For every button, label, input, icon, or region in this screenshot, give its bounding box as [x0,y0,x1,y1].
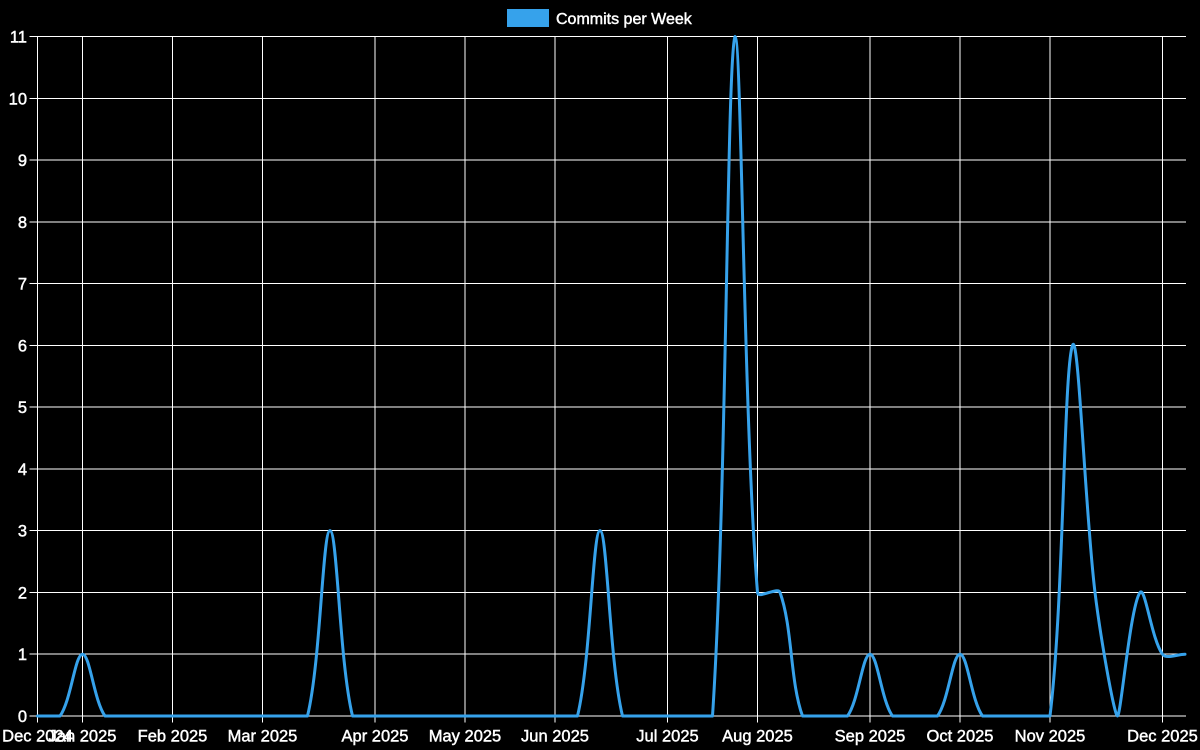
svg-text:Mar 2025: Mar 2025 [228,728,298,746]
svg-text:3: 3 [18,523,27,541]
svg-text:9: 9 [18,152,27,170]
svg-text:2: 2 [18,584,27,602]
svg-text:May 2025: May 2025 [429,728,501,746]
svg-text:Apr 2025: Apr 2025 [342,728,409,746]
svg-text:10: 10 [9,90,27,108]
svg-text:11: 11 [10,29,27,47]
svg-text:Jun 2025: Jun 2025 [521,728,589,746]
svg-text:5: 5 [18,399,27,417]
svg-text:Dec 2024: Dec 2024 [2,728,73,746]
svg-text:Commits per Week: Commits per Week [556,11,693,28]
svg-text:Dec 2025: Dec 2025 [1127,728,1198,746]
svg-text:Nov 2025: Nov 2025 [1015,728,1086,746]
svg-text:Feb 2025: Feb 2025 [138,728,208,746]
svg-text:7: 7 [18,276,27,294]
svg-text:Jul 2025: Jul 2025 [636,728,698,746]
svg-text:1: 1 [18,646,27,664]
svg-text:Aug 2025: Aug 2025 [722,728,793,746]
svg-text:4: 4 [18,461,27,479]
svg-text:6: 6 [18,337,27,355]
svg-text:Sep 2025: Sep 2025 [835,728,906,746]
svg-text:Oct 2025: Oct 2025 [927,728,994,746]
svg-text:0: 0 [18,708,27,726]
svg-text:8: 8 [18,214,27,232]
svg-text:Jan 2025: Jan 2025 [49,728,117,746]
